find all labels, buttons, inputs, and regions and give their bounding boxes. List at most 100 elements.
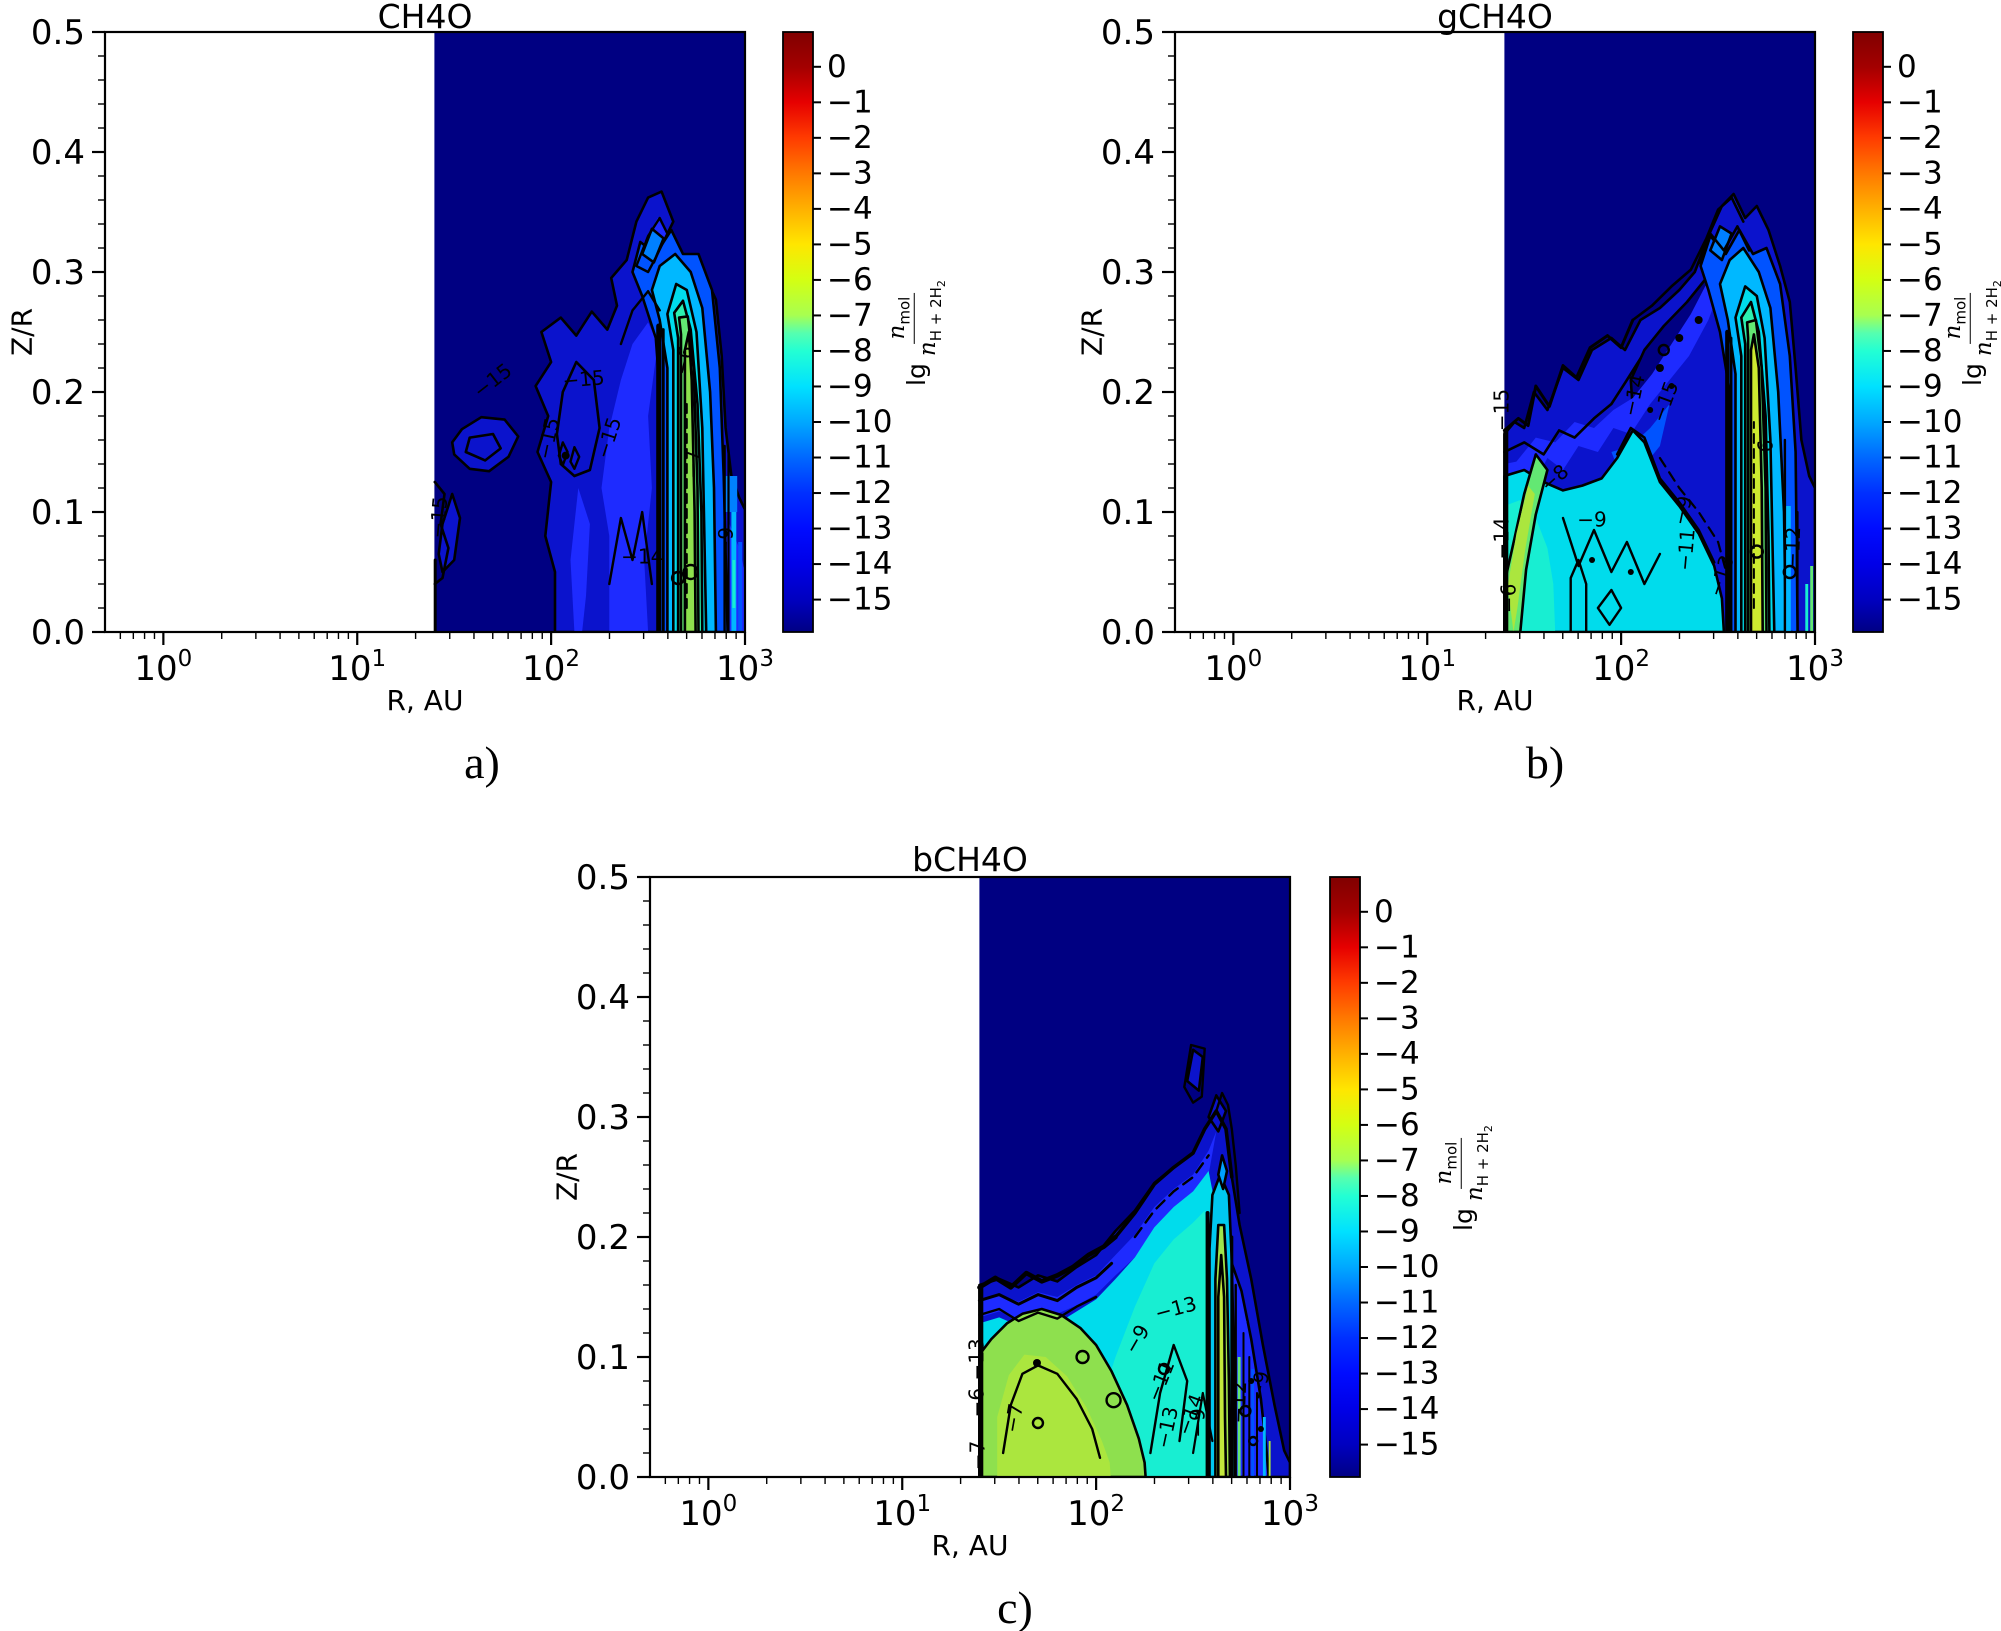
svg-text:−6: −6 bbox=[827, 262, 873, 298]
contour-label: −15 bbox=[425, 495, 453, 539]
svg-text:0.2: 0.2 bbox=[31, 373, 85, 413]
svg-text:−13: −13 bbox=[827, 511, 892, 547]
svg-text:0.0: 0.0 bbox=[31, 613, 85, 653]
svg-text:−5: −5 bbox=[827, 226, 873, 262]
svg-text:−15: −15 bbox=[1374, 1427, 1439, 1463]
svg-text:0: 0 bbox=[1897, 49, 1917, 85]
svg-text:−9: −9 bbox=[1897, 368, 1943, 404]
panel-a-frame bbox=[103, 30, 747, 634]
svg-text:−8: −8 bbox=[827, 333, 873, 369]
svg-text:−10: −10 bbox=[827, 404, 892, 440]
svg-text:−10: −10 bbox=[1374, 1249, 1439, 1285]
svg-text:−2: −2 bbox=[827, 120, 873, 156]
panel-b-axes-ticks: 100 101 102 103 0.0 0.1 0.2 0.3 0.4 0.5 bbox=[1101, 13, 1844, 689]
svg-text:−11: −11 bbox=[1374, 1285, 1439, 1321]
colorbar-a-label: lg nmol nH + 2H2 bbox=[883, 278, 948, 386]
svg-text:0.2: 0.2 bbox=[1101, 373, 1155, 413]
panel-b-xlabel: R, AU bbox=[1456, 684, 1534, 717]
contour-label: −11 bbox=[1672, 528, 1700, 572]
panel-c-frame bbox=[648, 875, 1292, 1479]
cb-c-lg: lg bbox=[1448, 1208, 1478, 1231]
svg-text:−11: −11 bbox=[1897, 440, 1962, 476]
svg-text:−2: −2 bbox=[1897, 120, 1943, 156]
panel-a-title: CH4O bbox=[377, 0, 473, 36]
svg-text:103: 103 bbox=[716, 646, 774, 689]
contour-label: −15 bbox=[1489, 389, 1513, 431]
contour-label: −9 bbox=[1245, 1369, 1274, 1402]
panel-b-contours: −15−14−6−8−9−14−15−9−11−13−6−12 bbox=[1489, 32, 1815, 632]
svg-text:−2: −2 bbox=[1374, 965, 1420, 1001]
colorbar-c-label: lg nmol nH + 2H2 bbox=[1430, 1123, 1495, 1231]
svg-text:0.4: 0.4 bbox=[31, 133, 85, 173]
cb-a-lg: lg bbox=[901, 363, 931, 386]
svg-text:−3: −3 bbox=[1897, 155, 1943, 191]
svg-text:0.5: 0.5 bbox=[1101, 13, 1155, 53]
svg-text:−9: −9 bbox=[827, 368, 873, 404]
svg-text:0.5: 0.5 bbox=[576, 858, 630, 898]
svg-text:−1: −1 bbox=[1374, 929, 1420, 965]
svg-text:101: 101 bbox=[328, 646, 386, 689]
panel-c-axes-ticks: 100 101 102 103 0.0 0.1 0.2 0.3 0.4 0.5 bbox=[576, 858, 1319, 1534]
panel-a-xlabel: R, AU bbox=[386, 684, 464, 717]
contour-label: −7 bbox=[680, 449, 704, 478]
svg-text:−4: −4 bbox=[827, 191, 873, 227]
svg-text:−3: −3 bbox=[1374, 1000, 1420, 1036]
svg-text:0.1: 0.1 bbox=[576, 1338, 630, 1378]
panel-a-axes-ticks: 100 101 102 103 0.0 0.1 0.2 0.3 0.4 0.5 bbox=[31, 13, 774, 689]
panel-a-ylabel: Z/R bbox=[5, 307, 39, 357]
svg-text:−4: −4 bbox=[1897, 191, 1943, 227]
svg-text:−14: −14 bbox=[1374, 1391, 1439, 1427]
panel-b-ylabel: Z/R bbox=[1075, 307, 1109, 357]
svg-text:0.5: 0.5 bbox=[31, 13, 85, 53]
panel-a-sublabel: a) bbox=[464, 737, 500, 788]
cb-c-fraction: nmol nH + 2H2 bbox=[1430, 1125, 1495, 1202]
contour-label: −6 bbox=[964, 1388, 988, 1417]
svg-text:0.0: 0.0 bbox=[576, 1458, 630, 1498]
cb-a-fraction: nmol nH + 2H2 bbox=[883, 280, 948, 357]
svg-text:0.4: 0.4 bbox=[1101, 133, 1155, 173]
svg-text:0.1: 0.1 bbox=[1101, 493, 1155, 533]
svg-text:101: 101 bbox=[873, 1491, 931, 1534]
svg-text:−12: −12 bbox=[827, 475, 892, 511]
svg-text:−13: −13 bbox=[1374, 1356, 1439, 1392]
contour-label: −9 bbox=[713, 527, 738, 557]
svg-text:−12: −12 bbox=[1897, 475, 1962, 511]
contour-label: −14 bbox=[621, 545, 663, 569]
svg-text:−10: −10 bbox=[1897, 404, 1962, 440]
svg-text:−13: −13 bbox=[1897, 511, 1962, 547]
cb-b-lg: lg bbox=[1957, 363, 1987, 386]
panel-c-ylabel: Z/R bbox=[550, 1152, 584, 1202]
svg-text:−12: −12 bbox=[1374, 1320, 1439, 1356]
svg-text:−6: −6 bbox=[1374, 1107, 1420, 1143]
svg-text:0.0: 0.0 bbox=[1101, 613, 1155, 653]
svg-text:−3: −3 bbox=[827, 155, 873, 191]
contour-label: −6 bbox=[669, 344, 699, 378]
svg-text:0.2: 0.2 bbox=[576, 1218, 630, 1258]
panel-c-title: bCH4O bbox=[912, 840, 1028, 879]
svg-text:100: 100 bbox=[679, 1491, 737, 1534]
svg-text:103: 103 bbox=[1786, 646, 1844, 689]
panel-b-frame bbox=[1173, 30, 1817, 634]
svg-text:0: 0 bbox=[827, 49, 847, 85]
svg-text:−4: −4 bbox=[1374, 1036, 1420, 1072]
panel-c-sublabel: c) bbox=[997, 1582, 1033, 1631]
svg-text:0.1: 0.1 bbox=[31, 493, 85, 533]
contour-label: −9 bbox=[1186, 1408, 1210, 1437]
contour-label: −9 bbox=[1577, 507, 1606, 531]
svg-text:0.4: 0.4 bbox=[576, 978, 630, 1018]
contour-label: −6 bbox=[1753, 440, 1777, 469]
panel-a-contours: −15 −15−15−15 −15−14−6−7−9 bbox=[425, 32, 745, 632]
contour-label: −7 bbox=[999, 1402, 1028, 1435]
panel-c-colorbar: 0−1−2−3−4−5−6−7−8−9−10−11−12−13−14−15 bbox=[1329, 876, 1439, 1478]
svg-text:0.3: 0.3 bbox=[576, 1098, 630, 1138]
panel-b-colorbar: 0−1−2−3−4−5−6−7−8−9−10−11−12−13−14−15 bbox=[1852, 31, 1962, 633]
svg-text:−11: −11 bbox=[827, 440, 892, 476]
panel-c-xlabel: R, AU bbox=[931, 1529, 1009, 1562]
contour-label: −6 bbox=[1497, 584, 1521, 613]
panel-b-sublabel: b) bbox=[1525, 737, 1565, 788]
svg-text:103: 103 bbox=[1261, 1491, 1319, 1534]
svg-text:−7: −7 bbox=[827, 297, 873, 333]
